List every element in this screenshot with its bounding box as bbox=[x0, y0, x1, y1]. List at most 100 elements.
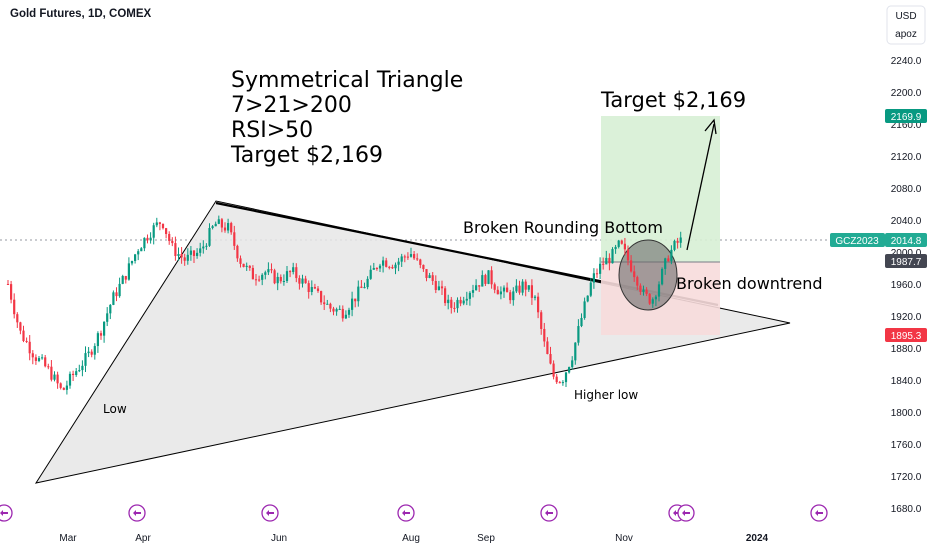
candles-group bbox=[6, 215, 682, 395]
candle-down bbox=[295, 267, 298, 279]
event-markers[interactable] bbox=[0, 504, 828, 522]
candle-up bbox=[561, 382, 564, 384]
candle-up bbox=[65, 385, 68, 390]
candle-down bbox=[239, 258, 242, 264]
event-arrow-glyph bbox=[0, 510, 8, 516]
candle-up bbox=[468, 292, 471, 299]
candle-down bbox=[323, 302, 326, 305]
candle-down bbox=[341, 308, 344, 319]
candle-up bbox=[285, 271, 289, 281]
candle-up bbox=[118, 283, 121, 297]
candle-up bbox=[447, 299, 450, 304]
candle-down bbox=[478, 285, 481, 287]
event-arrow-glyph bbox=[673, 510, 681, 516]
candle-up bbox=[372, 268, 375, 270]
price-tick-label: 2000.0 bbox=[891, 248, 922, 259]
candle-down bbox=[223, 227, 227, 231]
price-tick-label: 2160.0 bbox=[891, 120, 922, 131]
price-tick-label: 1720.0 bbox=[891, 472, 922, 483]
candle-down bbox=[56, 374, 59, 384]
event-arrow-glyph bbox=[402, 510, 410, 516]
candle-up bbox=[394, 264, 397, 269]
candle-down bbox=[47, 366, 50, 368]
stop-price-tag bbox=[885, 328, 927, 342]
candle-down bbox=[242, 263, 245, 267]
candle-up bbox=[282, 280, 285, 282]
candle-up bbox=[109, 304, 112, 314]
candle-down bbox=[639, 285, 642, 292]
candle-up bbox=[261, 274, 264, 280]
stop-price-text: 1895.3 bbox=[891, 331, 922, 342]
candle-up bbox=[152, 225, 155, 238]
candle-down bbox=[419, 259, 422, 265]
annotation-line-1: Symmetrical Triangle bbox=[231, 68, 463, 93]
symbol-name-tag bbox=[830, 233, 885, 247]
candle-up bbox=[211, 226, 214, 228]
candle-up bbox=[338, 308, 341, 310]
candle-down bbox=[19, 322, 22, 331]
candle-up bbox=[515, 285, 518, 292]
candle-down bbox=[453, 307, 456, 309]
event-arrow-glyph bbox=[266, 510, 274, 516]
price-tick-label: 1840.0 bbox=[891, 376, 922, 387]
currency-selector[interactable] bbox=[886, 5, 926, 45]
candle-up bbox=[378, 265, 382, 269]
candle-up bbox=[437, 286, 440, 291]
candle-up bbox=[177, 254, 180, 256]
time-tick-label: 2024 bbox=[746, 533, 769, 544]
candle-down bbox=[16, 314, 19, 323]
candle-down bbox=[44, 357, 47, 367]
candle-down bbox=[626, 249, 630, 261]
candle-up bbox=[214, 223, 217, 227]
price-tick-label: 1680.0 bbox=[891, 504, 922, 515]
candle-down bbox=[320, 291, 323, 303]
candle-down bbox=[273, 270, 276, 284]
candle-up bbox=[75, 371, 78, 375]
candle-up bbox=[96, 333, 99, 347]
candle-down bbox=[28, 341, 31, 354]
candle-down bbox=[248, 265, 251, 268]
candle-down bbox=[602, 263, 605, 265]
entry-price-text: 1987.7 bbox=[891, 257, 922, 268]
candle-up bbox=[654, 296, 657, 300]
price-tick-label: 1880.0 bbox=[891, 344, 922, 355]
candle-up bbox=[93, 346, 96, 355]
candle-down bbox=[183, 257, 186, 261]
candle-down bbox=[431, 275, 434, 281]
candle-up bbox=[106, 313, 109, 322]
candle-down bbox=[493, 284, 496, 290]
candle-down bbox=[50, 366, 53, 380]
candle-up bbox=[642, 289, 645, 292]
candle-up bbox=[186, 254, 189, 261]
candle-up bbox=[196, 252, 199, 256]
candle-down bbox=[530, 285, 533, 298]
entry-price-tag bbox=[885, 254, 927, 268]
candle-down bbox=[667, 258, 670, 262]
time-tick-label: Aug bbox=[402, 533, 420, 544]
candle-up bbox=[130, 260, 134, 264]
candle-down bbox=[72, 373, 75, 375]
candle-up bbox=[53, 374, 56, 380]
candle-down bbox=[425, 269, 428, 278]
candle-down bbox=[648, 293, 651, 304]
candle-up bbox=[227, 223, 230, 231]
candle-down bbox=[450, 299, 453, 308]
candle-up bbox=[592, 273, 595, 283]
time-axis-ticks: Mar Apr Jun Aug Sep Nov 2024 bbox=[59, 533, 768, 544]
candle-up bbox=[37, 358, 41, 361]
candle-down bbox=[146, 237, 149, 241]
candle-up bbox=[527, 285, 530, 290]
candle-down bbox=[496, 289, 499, 295]
candle-down bbox=[484, 275, 487, 284]
candle-up bbox=[81, 365, 84, 371]
candle-up bbox=[78, 370, 81, 372]
candle-up bbox=[276, 276, 279, 284]
price-axis-bg[interactable] bbox=[860, 0, 932, 550]
candle-up bbox=[475, 285, 478, 291]
candle-down bbox=[161, 223, 165, 229]
candle-up bbox=[533, 296, 537, 298]
candle-down bbox=[416, 258, 419, 260]
candle-up bbox=[310, 287, 313, 293]
candle-up bbox=[605, 257, 608, 265]
candle-up bbox=[512, 291, 515, 301]
